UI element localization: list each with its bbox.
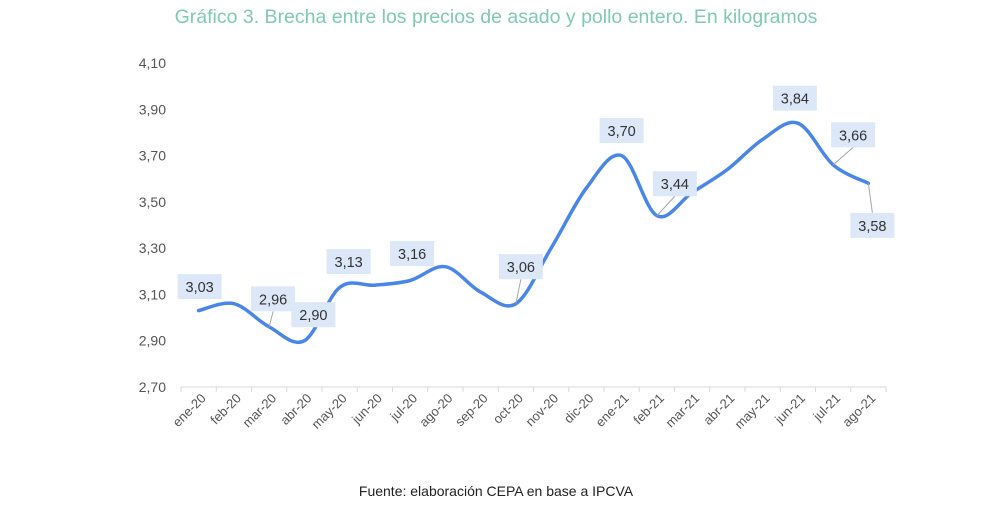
data-label: 3,70 bbox=[608, 124, 636, 140]
x-tick-label: ene-20 bbox=[170, 391, 209, 430]
data-label-box bbox=[772, 85, 817, 111]
data-label: 3,44 bbox=[661, 177, 689, 193]
chart-source: Fuente: elaboración CEPA en base a IPCVA bbox=[358, 483, 634, 499]
data-point bbox=[549, 246, 553, 250]
x-tick-label: may-21 bbox=[731, 391, 772, 432]
x-tick-label: nov-20 bbox=[523, 391, 562, 430]
data-point bbox=[338, 285, 342, 289]
data-label-box bbox=[831, 122, 876, 148]
data-point bbox=[197, 309, 201, 313]
x-tick-label: dic-20 bbox=[561, 391, 597, 427]
data-label: 2,96 bbox=[259, 292, 287, 308]
data-point bbox=[620, 154, 624, 158]
data-point bbox=[302, 339, 306, 343]
x-tick-label: ago-21 bbox=[839, 391, 878, 430]
y-tick-label: 3,30 bbox=[139, 240, 166, 256]
data-label: 3,03 bbox=[186, 280, 214, 296]
data-label: 3,16 bbox=[398, 247, 426, 263]
data-label: 2,90 bbox=[299, 308, 327, 324]
data-label-leader bbox=[268, 311, 274, 327]
data-point bbox=[796, 121, 800, 125]
data-point bbox=[373, 283, 377, 287]
x-tick-label: may-20 bbox=[308, 391, 349, 432]
x-tick-label: mar-21 bbox=[663, 391, 703, 431]
y-tick-label: 3,70 bbox=[139, 148, 166, 164]
data-label-box bbox=[652, 171, 697, 197]
data-point bbox=[408, 279, 412, 283]
x-tick-label: oct-20 bbox=[490, 391, 526, 427]
data-label: 3,66 bbox=[839, 128, 867, 144]
x-tick-label: mar-20 bbox=[240, 391, 280, 431]
data-label: 3,13 bbox=[335, 255, 363, 271]
data-label-box bbox=[498, 254, 543, 280]
data-label: 3,58 bbox=[858, 219, 886, 235]
data-label-box bbox=[291, 302, 336, 328]
x-tick-label: ene-21 bbox=[593, 391, 632, 430]
data-label-box bbox=[326, 248, 371, 274]
data-label: 3,84 bbox=[781, 92, 809, 108]
data-label-leader bbox=[515, 279, 522, 304]
y-tick-label: 4,10 bbox=[139, 55, 166, 71]
x-tick-label: feb-21 bbox=[630, 391, 667, 428]
data-label-box bbox=[850, 212, 895, 238]
data-label-leader bbox=[832, 146, 854, 166]
data-labels-layer: 3,03 2,96 2,90 3,13 3,16 3,06 3,70 3,44 3,84 3,66… bbox=[177, 85, 895, 328]
y-tick-label: 3,10 bbox=[139, 286, 166, 302]
y-tick-label: 3,90 bbox=[139, 101, 166, 117]
data-label-box bbox=[390, 241, 435, 267]
data-point bbox=[725, 167, 729, 171]
x-tick-label: sep-20 bbox=[452, 391, 491, 430]
data-label-leader bbox=[656, 195, 676, 217]
data-label: 3,06 bbox=[507, 260, 535, 276]
x-tick-label: jun-21 bbox=[771, 391, 808, 428]
data-point bbox=[232, 302, 236, 306]
x-tick-label: ago-20 bbox=[416, 391, 455, 430]
data-point bbox=[761, 137, 765, 141]
data-label-box bbox=[177, 274, 222, 300]
data-label-box bbox=[251, 286, 296, 312]
x-tick-label: jun-20 bbox=[348, 391, 385, 428]
data-point bbox=[584, 186, 588, 190]
data-label-leader bbox=[867, 183, 873, 213]
data-point bbox=[479, 290, 483, 294]
chart-title: Gráfico 3. Brecha entre los precios de a… bbox=[174, 6, 818, 28]
data-point bbox=[443, 265, 447, 269]
y-tick-label: 3,50 bbox=[139, 194, 166, 210]
y-tick-label: 2,90 bbox=[139, 333, 166, 349]
y-tick-label: 2,70 bbox=[139, 379, 166, 395]
x-tick-label: feb-20 bbox=[207, 391, 244, 428]
axes-layer: 2,702,903,103,303,503,703,904,10ene-20fe… bbox=[139, 55, 887, 432]
data-label-box bbox=[599, 118, 644, 144]
